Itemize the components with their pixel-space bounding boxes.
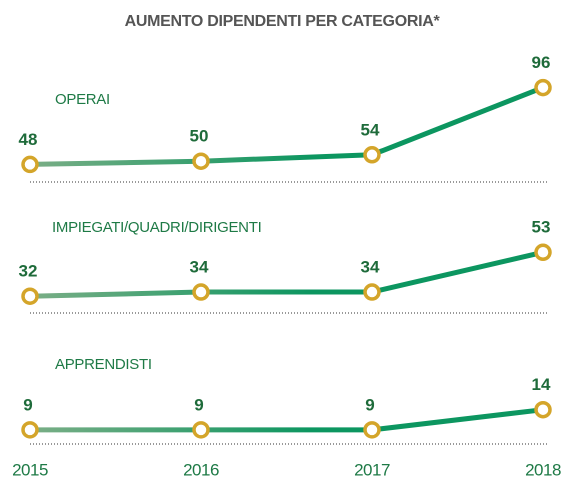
x-tick-label: 2016 [183, 460, 219, 479]
value-label: 32 [19, 262, 38, 281]
series-label: OPERAI [55, 91, 110, 108]
point [21, 421, 39, 439]
line [30, 407, 544, 433]
point [21, 155, 39, 174]
series-label: IMPIEGATI/QUADRI/DIRIGENTI [52, 219, 261, 236]
value-label: 53 [532, 218, 551, 237]
x-tick-label: 2015 [12, 460, 48, 479]
point [363, 283, 381, 301]
point [21, 287, 39, 305]
value-label: 14 [532, 375, 551, 394]
point [192, 421, 210, 439]
value-label: 34 [190, 258, 209, 277]
value-label: 50 [190, 127, 209, 146]
line [29, 85, 544, 167]
value-label: 9 [23, 395, 32, 414]
value-label: 9 [194, 395, 203, 414]
x-tick-label: 2017 [354, 460, 390, 479]
point [363, 421, 381, 439]
value-label: 54 [361, 120, 380, 139]
point [534, 243, 552, 262]
point [534, 400, 552, 419]
x-tick-label: 2018 [525, 460, 561, 479]
point [192, 283, 210, 301]
value-label: 34 [361, 258, 380, 277]
value-label: 96 [532, 53, 551, 72]
line [29, 249, 544, 299]
point [534, 78, 552, 97]
chart-title: AUMENTO DIPENDENTI PER CATEGORIA* [125, 13, 441, 30]
point [192, 152, 210, 170]
point [363, 146, 381, 164]
value-label: 9 [365, 395, 374, 414]
value-label: 48 [19, 130, 38, 149]
series-label: APPRENDISTI [55, 356, 152, 373]
